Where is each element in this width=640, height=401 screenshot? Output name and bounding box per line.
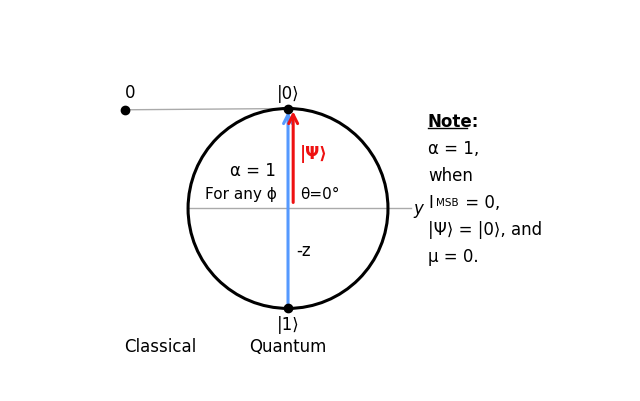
Text: Note:: Note: — [428, 112, 479, 130]
Text: α = 1,: α = 1, — [428, 140, 479, 158]
Text: = 0,: = 0, — [460, 194, 500, 211]
Text: |Ψ⟩: |Ψ⟩ — [300, 145, 328, 163]
Text: Quantum: Quantum — [250, 338, 326, 356]
Text: |0⟩: |0⟩ — [276, 85, 300, 103]
Text: y: y — [414, 200, 424, 218]
Text: Classical: Classical — [124, 338, 196, 356]
Text: I: I — [428, 194, 433, 211]
Text: MSB: MSB — [436, 197, 458, 207]
Text: α = 1: α = 1 — [230, 162, 275, 180]
Text: |Ψ⟩ = |0⟩, and: |Ψ⟩ = |0⟩, and — [428, 221, 542, 239]
Text: 0: 0 — [125, 83, 135, 101]
Text: when: when — [428, 166, 473, 184]
Text: θ=0°: θ=0° — [300, 186, 339, 201]
Text: -z: -z — [296, 242, 310, 260]
Text: For any ϕ: For any ϕ — [205, 186, 276, 201]
Text: μ = 0.: μ = 0. — [428, 247, 479, 265]
Text: |1⟩: |1⟩ — [276, 315, 300, 333]
